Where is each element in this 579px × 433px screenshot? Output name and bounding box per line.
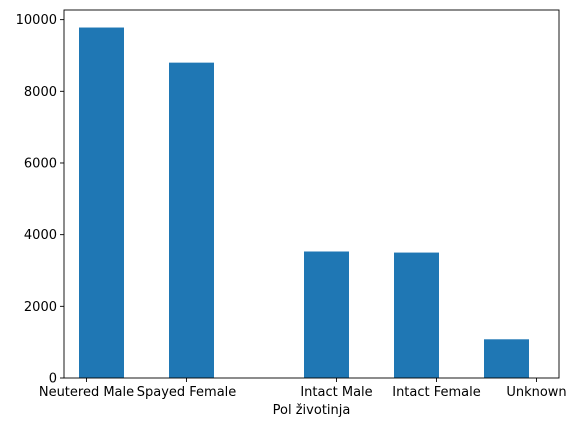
y-axis-ticks: 0 2000 4000 6000 8000 10000 bbox=[16, 13, 64, 387]
y-tick-label: 4000 bbox=[24, 228, 57, 243]
x-tick-label: Intact Male bbox=[300, 385, 372, 400]
x-axis-ticks: Neutered Male Spayed Female Intact Male Int… bbox=[39, 378, 567, 400]
y-tick-label: 10000 bbox=[16, 13, 57, 28]
x-tick-label: Neutered Male bbox=[39, 385, 134, 400]
axes-frame bbox=[63, 9, 560, 379]
y-tick-label: 2000 bbox=[24, 300, 57, 315]
bar-intact-male bbox=[304, 251, 349, 378]
bar-neutered-male bbox=[79, 27, 124, 379]
x-tick-label: Spayed Female bbox=[137, 385, 237, 400]
bar-spayed-female bbox=[169, 62, 214, 379]
y-tick-label: 8000 bbox=[24, 85, 57, 100]
bars-layer bbox=[79, 27, 529, 379]
x-tick-label: Unknown bbox=[506, 385, 566, 400]
y-tick-label: 0 bbox=[49, 372, 57, 387]
x-tick-label: Intact Female bbox=[392, 385, 481, 400]
x-axis-label: Pol životinja bbox=[273, 403, 351, 418]
bar-intact-female bbox=[394, 252, 439, 378]
y-tick-label: 6000 bbox=[24, 156, 57, 171]
bar-unknown bbox=[484, 339, 529, 378]
